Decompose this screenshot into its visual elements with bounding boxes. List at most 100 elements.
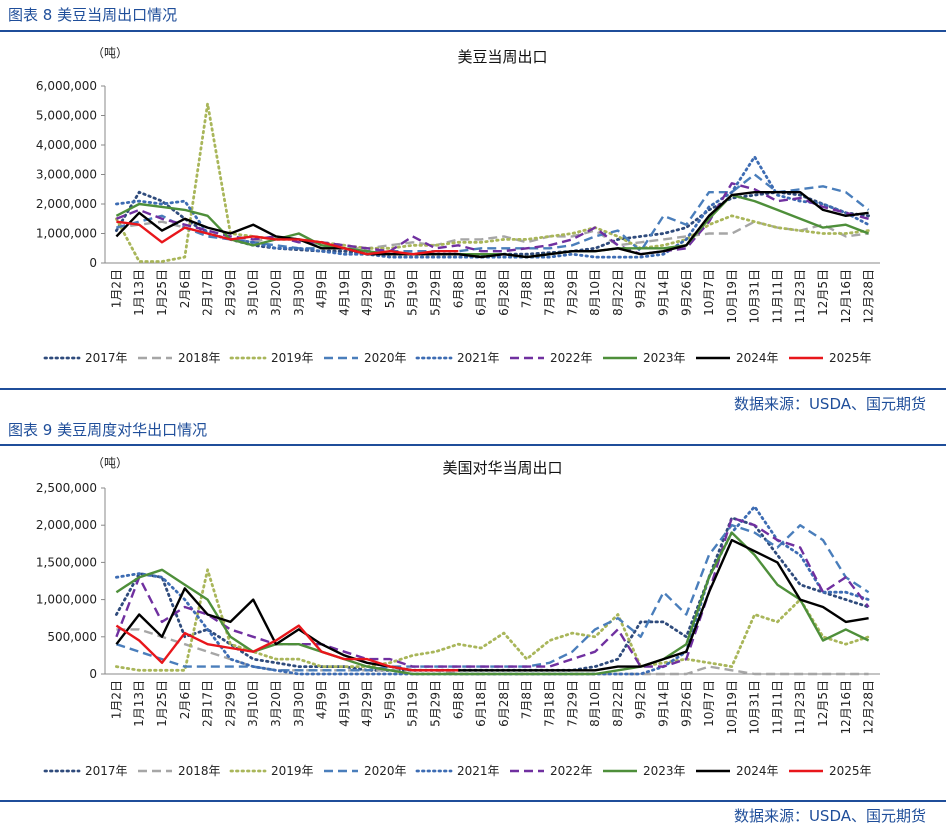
source-note: 数据来源：USDA、国元期货: [734, 807, 926, 825]
y-tick-label: 500,000: [47, 630, 97, 644]
x-tick-label: 2月29日: [223, 680, 237, 727]
y-tick-label: 5,000,000: [36, 109, 97, 123]
y-tick-label: 0: [89, 667, 97, 681]
x-tick-label: 3月10日: [246, 269, 260, 316]
x-tick-label: 12月16日: [839, 680, 853, 735]
x-tick-label: 12月28日: [862, 680, 876, 735]
x-tick-label: 8月10日: [588, 269, 602, 316]
x-tick-label: 11月11日: [770, 269, 784, 324]
legend-label: 2021年: [457, 351, 500, 365]
chart-title: 美国对华当周出口: [442, 459, 562, 477]
x-tick-label: 6月8日: [451, 680, 465, 719]
x-tick-label: 4月29日: [360, 269, 374, 316]
legend-label: 2019年: [271, 351, 314, 365]
x-tick-label: 9月2日: [634, 680, 648, 719]
series-line: [115, 155, 870, 259]
series-line: [115, 102, 870, 263]
x-tick-label: 7月29日: [565, 680, 579, 727]
x-tick-label: 9月2日: [634, 269, 648, 308]
x-tick-label: 11月23日: [793, 680, 807, 735]
x-tick-label: 4月29日: [360, 680, 374, 727]
series-line: [115, 531, 870, 676]
x-tick-label: 9月26日: [679, 269, 693, 316]
series-line: [115, 624, 459, 672]
x-tick-label: 8月10日: [588, 680, 602, 727]
x-tick-label: 5月9日: [383, 269, 397, 308]
x-tick-label: 4月19日: [337, 680, 351, 727]
x-tick-label: 1月13日: [132, 680, 146, 727]
x-tick-label: 10月19日: [725, 269, 739, 324]
x-tick-label: 2月17日: [201, 269, 215, 316]
x-tick-label: 10月19日: [725, 680, 739, 735]
x-tick-label: 3月30日: [292, 680, 306, 727]
x-tick-label: 9月14日: [656, 680, 670, 727]
x-tick-label: 7月8日: [520, 269, 534, 308]
x-tick-label: 12月5日: [816, 680, 830, 727]
x-tick-label: 1月2日: [109, 680, 123, 719]
x-tick-label: 2月6日: [178, 680, 192, 719]
x-tick-label: 4月19日: [337, 269, 351, 316]
legend-label: 2021年: [457, 764, 500, 778]
x-tick-label: 1月25日: [155, 269, 169, 316]
x-tick-label: 7月18日: [542, 269, 556, 316]
x-tick-label: 5月29日: [429, 680, 443, 727]
y-tick-label: 1,000,000: [36, 593, 97, 607]
x-tick-label: 5月19日: [406, 680, 420, 727]
x-tick-label: 11月23日: [793, 269, 807, 324]
series-line: [115, 516, 870, 668]
x-tick-label: 6月28日: [497, 269, 511, 316]
legend-label: 2019年: [271, 764, 314, 778]
legend-label: 2024年: [736, 764, 779, 778]
series-line: [115, 191, 869, 259]
x-tick-label: 3月20日: [269, 269, 283, 316]
x-tick-label: 10月7日: [702, 680, 716, 727]
legend-label: 2023年: [643, 351, 686, 365]
x-tick-label: 1月2日: [109, 269, 123, 308]
x-tick-label: 2月17日: [201, 680, 215, 727]
series-line: [115, 193, 870, 259]
x-tick-label: 3月10日: [246, 680, 260, 727]
legend-label: 2023年: [643, 764, 686, 778]
x-tick-label: 8月22日: [611, 269, 625, 316]
x-tick-label: 2月6日: [178, 269, 192, 308]
x-tick-label: 5月19日: [406, 269, 420, 316]
x-tick-label: 7月29日: [565, 269, 579, 316]
figure-caption: 图表 8 美豆当周出口情况: [8, 6, 177, 24]
x-tick-label: 4月9日: [315, 680, 329, 719]
x-tick-label: 6月8日: [451, 269, 465, 308]
x-tick-label: 6月18日: [474, 680, 488, 727]
x-tick-label: 8月22日: [611, 680, 625, 727]
y-tick-label: 2,000,000: [36, 197, 97, 211]
series-line: [116, 524, 870, 672]
y-tick-label: 1,000,000: [36, 227, 97, 241]
source-note: 数据来源：USDA、国元期货: [734, 395, 926, 413]
x-tick-label: 11月11日: [770, 680, 784, 735]
y-tick-label: 0: [89, 256, 97, 270]
legend-label: 2022年: [550, 764, 593, 778]
x-tick-label: 1月25日: [155, 680, 169, 727]
x-tick-label: 6月28日: [497, 680, 511, 727]
x-tick-label: 1月13日: [132, 269, 146, 316]
x-tick-label: 9月26日: [679, 680, 693, 727]
y-tick-label: 4,000,000: [36, 138, 97, 152]
figure-caption: 图表 9 美豆周度对华出口情况: [8, 421, 207, 439]
x-tick-label: 7月8日: [520, 680, 534, 719]
legend-label: 2025年: [829, 351, 872, 365]
legend-label: 2024年: [736, 351, 779, 365]
x-tick-label: 12月28日: [862, 269, 876, 324]
legend-label: 2022年: [550, 351, 593, 365]
chart-title: 美豆当周出口: [457, 48, 547, 66]
x-tick-label: 5月9日: [383, 680, 397, 719]
legend-label: 2025年: [829, 764, 872, 778]
legend-label: 2018年: [178, 351, 221, 365]
legend-label: 2017年: [85, 351, 128, 365]
legend-label: 2018年: [178, 764, 221, 778]
x-tick-label: 3月20日: [269, 680, 283, 727]
x-tick-label: 9月14日: [656, 269, 670, 316]
x-tick-label: 10月7日: [702, 269, 716, 316]
x-tick-label: 10月31日: [748, 680, 762, 735]
legend-label: 2017年: [85, 764, 128, 778]
y-tick-label: 3,000,000: [36, 168, 97, 182]
x-tick-label: 5月29日: [429, 269, 443, 316]
